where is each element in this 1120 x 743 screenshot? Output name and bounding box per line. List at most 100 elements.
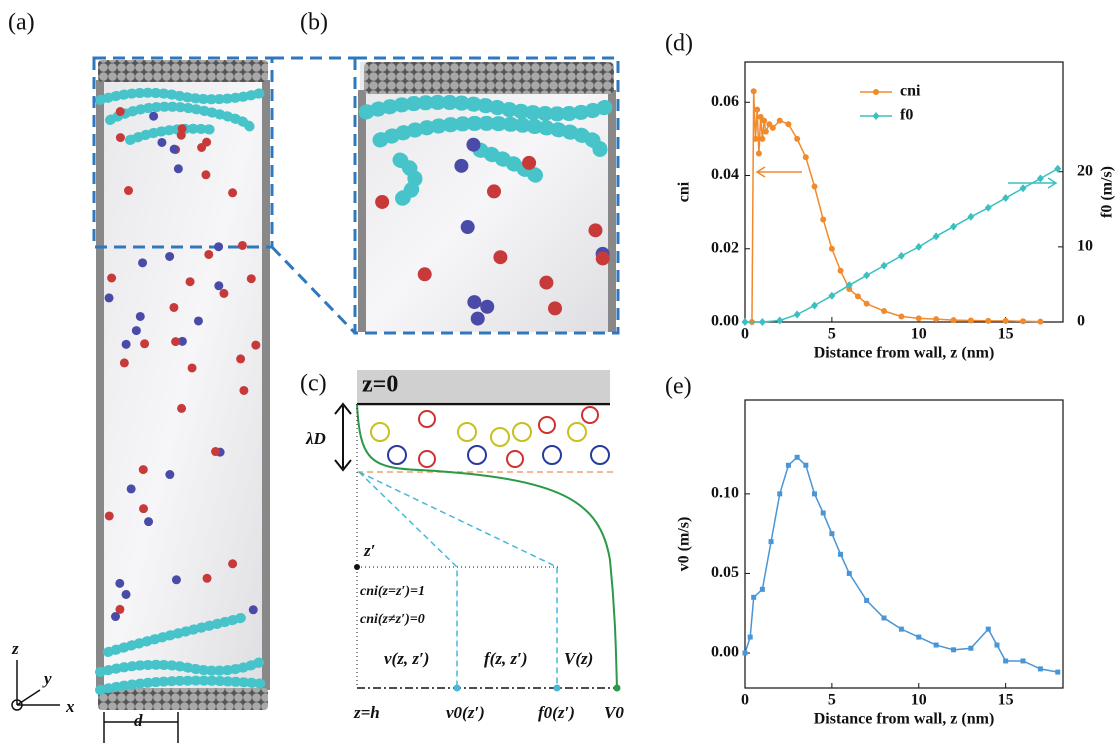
marker: [1020, 658, 1026, 664]
marker: [1036, 174, 1044, 183]
ion: [177, 336, 187, 346]
plot-frame: [744, 399, 1064, 689]
marker: [1054, 164, 1062, 173]
schematic-label: V(z): [564, 649, 593, 668]
marker: [915, 242, 923, 251]
ion: [417, 267, 432, 282]
marker: [846, 570, 852, 576]
marker: [820, 216, 827, 223]
marker: [1055, 669, 1061, 675]
marker: [759, 135, 766, 142]
ion: [211, 447, 221, 457]
marker: [776, 316, 784, 325]
marker: [897, 251, 905, 260]
ion: [480, 299, 495, 314]
ion: [176, 130, 186, 140]
ion: [595, 251, 610, 266]
schematic-label: v(z, z′): [384, 649, 429, 668]
ion: [487, 184, 502, 199]
schematic-label: z=0: [362, 372, 398, 398]
marker: [933, 642, 939, 648]
x-axis-label: Distance from wall, z (nm): [814, 345, 995, 362]
marker: [873, 89, 879, 95]
schematic-label: z=h: [353, 703, 380, 722]
ion: [149, 111, 159, 121]
axis-glyph: x: [65, 697, 75, 716]
zoom-connector: [270, 56, 357, 335]
ion: [187, 363, 197, 373]
ion: [202, 573, 212, 583]
y-tick-label: 0.05: [711, 564, 739, 581]
marker: [794, 135, 801, 142]
x-tick-label: 0: [741, 692, 749, 709]
marker: [864, 597, 870, 603]
ion: [177, 124, 187, 134]
ion: [104, 293, 114, 303]
marker: [967, 212, 975, 221]
marker: [794, 454, 800, 460]
ion: [115, 133, 125, 143]
marker: [762, 128, 769, 135]
ion: [470, 311, 485, 326]
marker: [1002, 317, 1009, 324]
ion: [121, 589, 131, 599]
ion: [228, 188, 238, 198]
panel-label: (e): [665, 374, 692, 400]
ion: [185, 277, 195, 287]
x-tick-label: 5: [828, 326, 836, 343]
y2-tick-label: 0: [1077, 313, 1085, 330]
ion: [173, 164, 183, 174]
marker: [785, 462, 791, 468]
ion: [193, 316, 203, 326]
legend-label: f0: [900, 107, 913, 124]
panel-label: (b): [300, 10, 328, 36]
marker: [750, 88, 757, 95]
ion: [165, 251, 175, 261]
axis-glyph: y: [42, 669, 52, 688]
axis-glyph: z: [11, 639, 19, 658]
x-tick-label: 0: [741, 326, 749, 343]
schematic-label: f(z, z′): [484, 649, 528, 668]
y2-tick-label: 10: [1077, 238, 1093, 255]
marker: [898, 313, 905, 320]
marker: [768, 539, 774, 545]
marker: [793, 310, 801, 319]
schematic-label: λD: [305, 429, 326, 448]
schematic-label: cni(z=z′)=1: [360, 584, 425, 599]
simulation-cell: [95, 60, 270, 710]
marker: [803, 462, 809, 468]
ion: [493, 250, 508, 265]
ion: [467, 295, 482, 310]
marker: [741, 318, 749, 326]
y-axis-label: cni: [676, 181, 693, 202]
y-tick-label: 0.02: [711, 239, 739, 256]
marker: [933, 316, 940, 323]
x-tick-label: 15: [998, 326, 1014, 343]
ion: [131, 326, 141, 336]
marker: [811, 183, 818, 190]
marker: [845, 281, 853, 290]
schematic-label: f0(z′): [538, 703, 575, 722]
marker: [984, 203, 992, 212]
panel-label: (c): [300, 371, 327, 397]
ion: [115, 604, 125, 614]
marker: [968, 645, 974, 651]
ion: [104, 511, 114, 521]
marker: [811, 301, 819, 310]
ion: [454, 158, 469, 173]
schematic-label: cni(z≠z′)=0: [360, 612, 425, 627]
ion: [214, 281, 224, 291]
marker: [747, 634, 753, 640]
panel-label: (d): [665, 31, 693, 57]
marker: [829, 531, 835, 537]
x-tick-label: 10: [911, 692, 927, 709]
ion: [228, 559, 238, 569]
ion: [165, 470, 175, 480]
ion: [375, 194, 390, 209]
x-tick-label: 5: [828, 692, 836, 709]
y2-axis-label: f0 (m/s): [1099, 166, 1116, 218]
marker: [751, 594, 757, 600]
x-tick-label: 15: [998, 692, 1014, 709]
ion: [138, 258, 148, 268]
marker: [785, 121, 792, 128]
